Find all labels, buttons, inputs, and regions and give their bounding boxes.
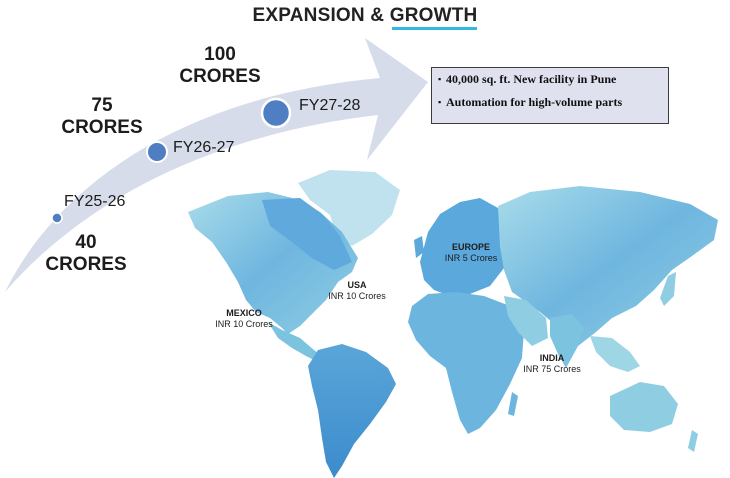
region-label-usa: USA INR 10 Crores: [318, 280, 396, 302]
plan-item: ▪ Automation for high-volume parts: [438, 95, 668, 109]
plan-item: ▪ 40,000 sq. ft. New facility in Pune: [438, 72, 668, 86]
amount-unit: CRORES: [61, 117, 143, 138]
plan-item-text: 40,000 sq. ft. New facility in Pune: [446, 72, 617, 86]
amount-unit: CRORES: [179, 66, 261, 87]
milestone-amount-fy27-28: 100 CRORES: [168, 44, 272, 88]
page-title: EXPANSION & GROWTH: [0, 5, 730, 30]
amount-value: 75: [91, 95, 113, 116]
region-label-mexico: MEXICO INR 10 Crores: [204, 308, 284, 330]
middle-east-shape: [504, 296, 548, 346]
amount-unit: CRORES: [45, 254, 127, 275]
amount-value: 100: [204, 44, 236, 65]
region-value: INR 10 Crores: [215, 319, 273, 329]
title-part-1: EXPANSION &: [252, 5, 390, 26]
milestone-dot-fy27-28: [260, 97, 292, 129]
region-name: INDIA: [539, 353, 565, 363]
new-zealand-shape: [688, 430, 698, 452]
india-shape: [550, 314, 584, 368]
southeast-asia-shape: [590, 336, 640, 372]
region-value: INR 75 Crores: [523, 364, 581, 374]
milestone-amount-fy25-26: 40 CRORES: [38, 232, 134, 276]
japan-shape: [660, 272, 676, 306]
title-part-2-underlined: GROWTH: [389, 5, 478, 30]
growth-arrow: [5, 38, 428, 292]
milestone-period-fy26-27: FY26-27: [173, 139, 235, 156]
region-value: INR 5 Crores: [444, 253, 498, 263]
milestone-dot-fy25-26: [51, 212, 63, 224]
central-america-shape: [268, 322, 322, 362]
region-label-india: INDIA INR 75 Crores: [512, 353, 592, 375]
greenland-shape: [298, 170, 400, 246]
region-name: EUROPE: [451, 242, 490, 252]
region-value: INR 10 Crores: [328, 291, 386, 301]
canada-east-shape: [262, 198, 352, 270]
region-label-europe: EUROPE INR 5 Crores: [433, 242, 509, 264]
uk-shape: [414, 236, 424, 258]
plan-item-text: Automation for high-volume parts: [446, 95, 623, 109]
region-name: MEXICO: [226, 308, 262, 318]
bullet-dot-icon: ▪: [438, 97, 442, 107]
bullet-dot-icon: ▪: [438, 74, 442, 84]
milestone-dot-fy26-27: [146, 141, 168, 163]
amount-value: 40: [75, 232, 97, 253]
expansion-plans-panel: ▪ 40,000 sq. ft. New facility in Pune ▪ Au…: [431, 67, 669, 124]
europe-shape: [420, 198, 504, 296]
africa-shape: [408, 292, 524, 434]
australia-shape: [610, 382, 678, 432]
madagascar-shape: [508, 392, 518, 416]
south-america-shape: [308, 344, 396, 478]
milestone-amount-fy26-27: 75 CRORES: [54, 95, 150, 139]
milestone-period-fy25-26: FY25-26: [64, 193, 126, 210]
asia-shape: [498, 186, 718, 346]
milestone-period-fy27-28: FY27-28: [299, 97, 361, 114]
region-name: USA: [347, 280, 367, 290]
